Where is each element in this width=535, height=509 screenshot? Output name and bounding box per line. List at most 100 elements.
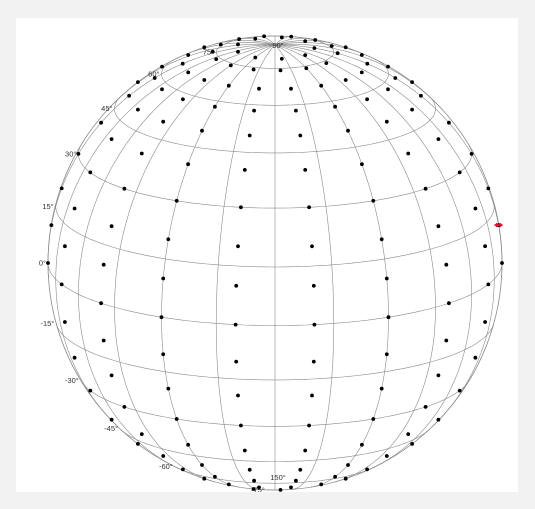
data-point — [343, 45, 348, 50]
meridian-line — [274, 44, 436, 483]
data-point — [359, 53, 364, 57]
data-point — [181, 467, 185, 472]
data-point — [166, 386, 171, 391]
data-point — [202, 45, 207, 50]
data-point — [469, 152, 474, 156]
data-point — [346, 463, 350, 467]
data-point — [252, 108, 256, 113]
data-point — [139, 151, 144, 156]
data-point — [303, 168, 308, 172]
data-point — [384, 276, 389, 281]
data-point — [180, 61, 185, 66]
data-point — [139, 432, 144, 436]
data-point — [228, 63, 233, 68]
data-point — [257, 86, 261, 91]
data-point — [234, 359, 239, 364]
data-point — [333, 104, 337, 109]
data-point — [237, 37, 242, 41]
data-point — [239, 423, 243, 428]
meridian-line — [258, 36, 276, 46]
data-point — [161, 454, 166, 458]
data-point — [101, 262, 106, 267]
data-point — [242, 448, 247, 453]
data-point — [122, 405, 127, 409]
data-point — [253, 55, 258, 60]
data-point — [226, 83, 231, 88]
data-point — [109, 373, 114, 378]
data-point — [324, 61, 329, 65]
meridian-line — [274, 43, 444, 111]
south-pole-label: 150° — [270, 473, 286, 482]
data-point — [371, 198, 376, 203]
meridian-line — [114, 44, 276, 483]
data-point — [152, 76, 157, 80]
lat-label: 30° — [65, 149, 76, 158]
data-point — [410, 442, 414, 446]
data-point — [384, 119, 389, 124]
data-point — [160, 87, 164, 92]
data-point — [186, 442, 191, 447]
data-point — [200, 128, 204, 133]
data-point — [311, 283, 316, 288]
data-point — [307, 205, 311, 210]
data-point — [312, 46, 317, 50]
data-point — [262, 34, 266, 39]
data-point — [436, 417, 441, 422]
data-point — [319, 83, 324, 88]
center-marker — [494, 223, 503, 228]
data-point — [289, 34, 294, 39]
data-point — [242, 168, 247, 172]
meridian-line — [214, 40, 276, 46]
data-point — [365, 467, 369, 472]
data-point — [384, 352, 389, 357]
data-point — [174, 198, 179, 203]
data-point — [186, 70, 191, 75]
data-point — [371, 417, 376, 421]
data-point — [161, 276, 166, 281]
data-point — [346, 128, 350, 133]
meridian-line — [274, 44, 503, 279]
data-point — [310, 244, 314, 249]
meridian-line — [161, 44, 276, 488]
data-point — [457, 170, 462, 175]
data-point — [313, 38, 318, 42]
data-point — [310, 393, 314, 398]
data-point — [161, 352, 166, 357]
north-pole-label: 90° — [272, 41, 283, 50]
data-point — [406, 151, 411, 156]
data-point — [253, 36, 258, 41]
data-point — [76, 152, 81, 156]
data-point — [202, 78, 207, 82]
meridian-line — [106, 43, 276, 111]
data-point — [436, 373, 441, 378]
data-point — [379, 237, 384, 242]
data-point — [49, 223, 54, 228]
data-point — [59, 186, 64, 191]
data-point — [236, 393, 240, 398]
data-point — [136, 107, 140, 112]
data-point — [444, 338, 449, 343]
data-point — [213, 474, 217, 479]
lat-label: 15° — [42, 202, 53, 211]
data-point — [419, 93, 423, 98]
data-point — [410, 107, 414, 112]
data-point — [359, 70, 364, 75]
data-point — [312, 322, 317, 327]
data-point — [278, 68, 283, 73]
data-point — [200, 463, 204, 467]
data-point — [436, 137, 441, 141]
data-point — [174, 417, 179, 421]
lat-label: 0° — [39, 259, 46, 268]
meridian-line — [215, 44, 276, 490]
data-point — [406, 432, 411, 436]
data-point — [186, 53, 191, 57]
data-point — [257, 485, 261, 490]
data-point — [236, 49, 240, 54]
meridian-line — [55, 44, 276, 427]
data-point — [410, 80, 414, 84]
data-point — [226, 482, 231, 487]
data-point — [386, 315, 391, 320]
data-point — [343, 78, 348, 82]
data-point — [109, 417, 114, 422]
data-point — [166, 237, 171, 242]
